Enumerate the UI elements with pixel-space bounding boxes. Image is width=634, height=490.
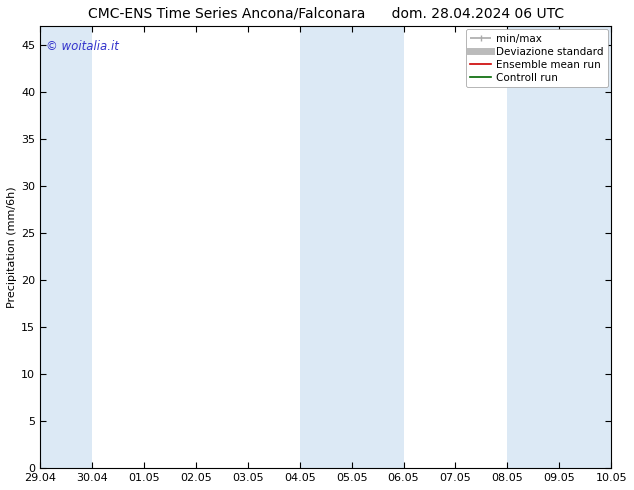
Legend: min/max, Deviazione standard, Ensemble mean run, Controll run: min/max, Deviazione standard, Ensemble m… [466, 29, 608, 87]
Bar [40, 26, 92, 468]
Text: © woitalia.it: © woitalia.it [46, 40, 119, 52]
Y-axis label: Precipitation (mm/6h): Precipitation (mm/6h) [7, 186, 17, 308]
Bar [559, 26, 611, 468]
Bar [352, 26, 404, 468]
Bar [300, 26, 352, 468]
Title: CMC-ENS Time Series Ancona/Falconara      dom. 28.04.2024 06 UTC: CMC-ENS Time Series Ancona/Falconara dom… [87, 7, 564, 21]
Bar [507, 26, 559, 468]
